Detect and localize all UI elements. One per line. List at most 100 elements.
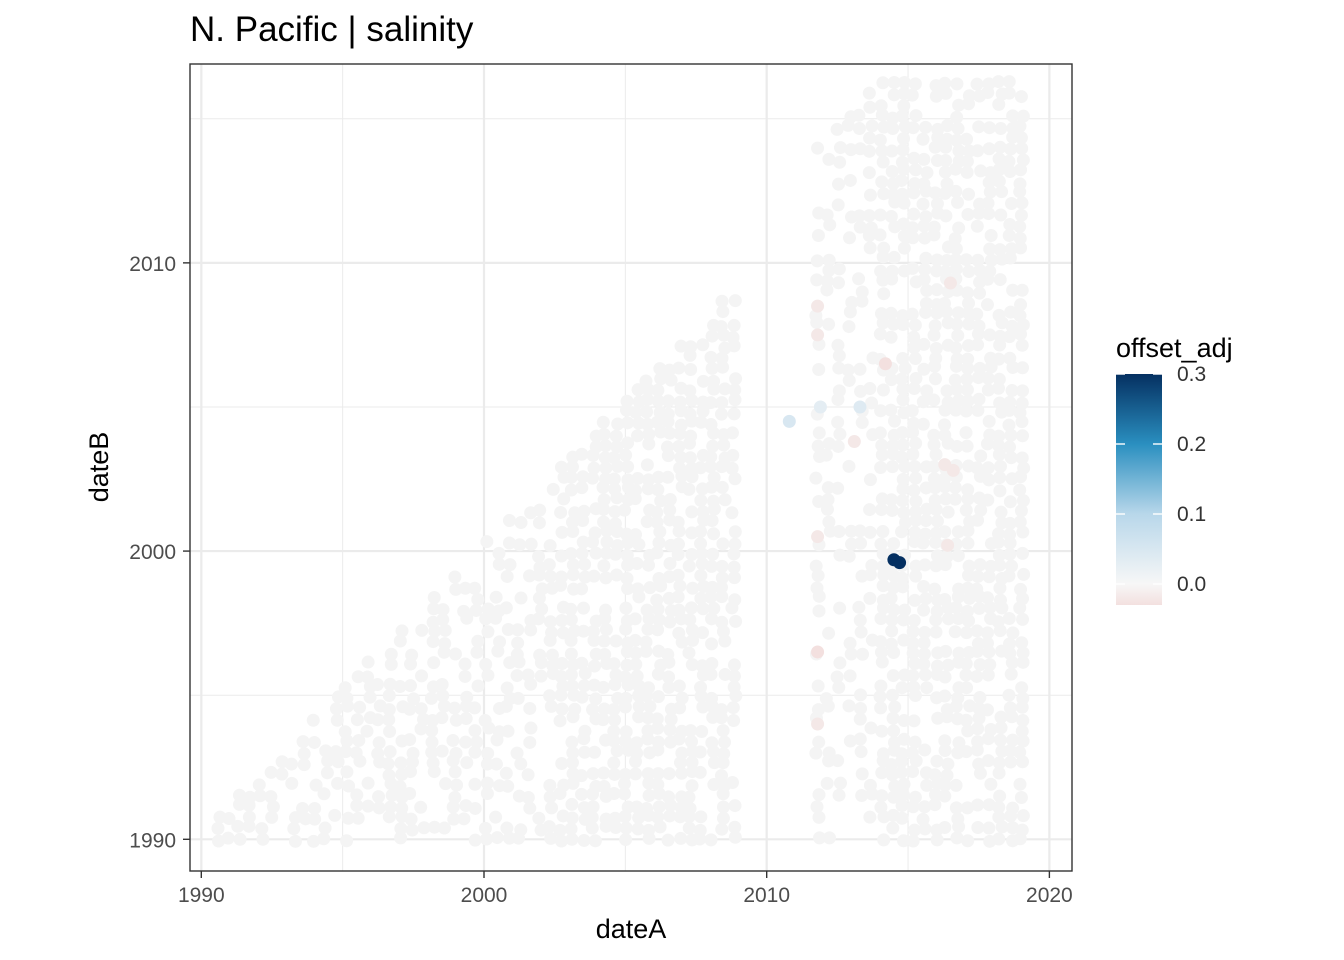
colorbar-label: 0.0 — [1177, 573, 1206, 596]
data-point — [619, 691, 633, 705]
data-point — [449, 582, 463, 596]
data-point — [641, 767, 655, 781]
data-point — [1003, 495, 1017, 509]
data-point — [812, 363, 826, 377]
data-point — [577, 679, 591, 693]
data-point — [631, 429, 645, 443]
data-point — [394, 756, 408, 770]
data-point — [941, 612, 955, 626]
data-point — [457, 812, 471, 826]
data-point — [928, 798, 942, 812]
data-point — [959, 253, 973, 267]
data-point — [490, 831, 504, 845]
colorbar — [1116, 374, 1162, 605]
data-point — [812, 426, 826, 440]
data-point — [832, 384, 846, 398]
data-point — [554, 505, 568, 519]
data-point — [930, 283, 944, 297]
data-point — [938, 297, 952, 311]
data-point — [844, 143, 858, 157]
data-point — [651, 690, 665, 704]
data-point — [363, 690, 377, 704]
data-point — [1013, 177, 1027, 191]
data-point — [651, 767, 665, 781]
data-point — [715, 590, 729, 604]
data-point — [908, 790, 922, 804]
data-point — [663, 492, 677, 506]
colorbar-label: 0.2 — [1177, 433, 1206, 456]
data-point — [874, 307, 888, 321]
data-point — [884, 306, 898, 320]
data-point — [436, 613, 450, 627]
data-point — [982, 142, 996, 156]
data-point — [671, 568, 685, 582]
data-point — [704, 833, 718, 847]
data-point — [630, 556, 644, 570]
data-point — [243, 790, 257, 804]
data-point — [728, 799, 742, 813]
data-point — [705, 637, 719, 651]
x-axis-title: dateA — [596, 914, 667, 944]
data-point — [564, 613, 578, 627]
data-point — [843, 231, 857, 245]
data-point — [992, 152, 1006, 166]
data-point — [819, 448, 833, 462]
data-point — [950, 110, 964, 124]
data-point — [707, 527, 721, 541]
data-point — [361, 799, 375, 813]
data-point — [499, 766, 513, 780]
data-point — [874, 701, 888, 715]
data-point — [905, 307, 919, 321]
data-point — [588, 526, 602, 540]
data-point — [596, 713, 610, 727]
data-point — [822, 746, 836, 760]
data-point — [906, 834, 920, 848]
data-point — [895, 494, 909, 508]
data-point — [895, 765, 909, 779]
data-point — [395, 801, 409, 815]
data-point — [981, 668, 995, 682]
data-point — [1015, 396, 1029, 410]
data-point — [609, 634, 623, 648]
data-point — [822, 152, 836, 166]
data-point — [575, 690, 589, 704]
data-point — [862, 86, 876, 100]
data-point — [617, 503, 631, 517]
data-point — [863, 591, 877, 605]
data-point — [566, 558, 580, 572]
data-point — [919, 297, 933, 311]
data-point — [545, 801, 559, 815]
data-point — [908, 352, 922, 366]
data-point — [938, 670, 952, 684]
data-point — [939, 209, 953, 223]
data-point — [553, 714, 567, 728]
highlight-point — [887, 553, 901, 567]
data-point — [830, 122, 844, 136]
data-point — [371, 713, 385, 727]
data-point — [886, 581, 900, 595]
data-point — [714, 769, 728, 783]
data-point — [717, 438, 731, 452]
data-point — [252, 778, 266, 792]
data-point — [427, 590, 441, 604]
data-point — [993, 273, 1007, 287]
data-point — [460, 690, 474, 704]
data-point — [599, 571, 613, 585]
data-point — [812, 810, 826, 824]
data-point — [650, 712, 664, 726]
data-point — [652, 800, 666, 814]
data-point — [502, 536, 516, 550]
data-point — [1014, 791, 1028, 805]
data-point — [962, 591, 976, 605]
data-point — [384, 800, 398, 814]
data-point — [960, 801, 974, 815]
data-point — [960, 604, 974, 618]
data-point — [256, 832, 270, 846]
data-point — [338, 681, 352, 695]
data-point — [675, 691, 689, 705]
data-point — [1003, 395, 1017, 409]
data-point — [843, 173, 857, 187]
data-point — [1017, 461, 1031, 475]
data-point — [372, 736, 386, 750]
data-point — [971, 798, 985, 812]
